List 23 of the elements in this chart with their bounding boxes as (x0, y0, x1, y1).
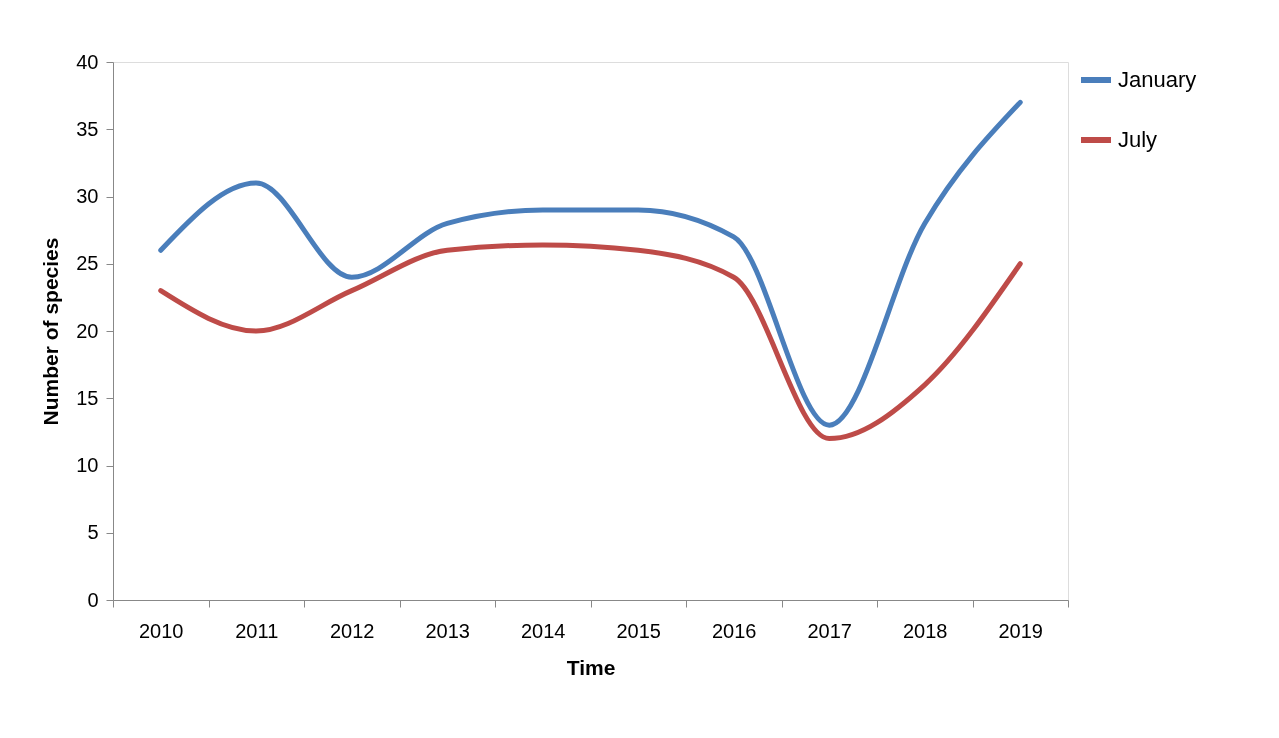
x-tick-label: 2015 (616, 619, 661, 642)
x-tick-label: 2011 (235, 619, 279, 642)
y-tick-label: 35 (76, 117, 99, 140)
y-tick-label: 10 (76, 454, 99, 476)
y-tick-label: 15 (76, 386, 99, 409)
x-tick-label: 2014 (521, 619, 566, 642)
x-axis-title: Time (566, 655, 616, 679)
x-tick-label: 2017 (807, 619, 852, 642)
x-tick-label: 2010 (139, 619, 184, 642)
x-tick-label: 2018 (903, 619, 948, 642)
legend-label: January (1118, 67, 1197, 92)
y-axis-title: Number of species (39, 237, 63, 426)
y-tick-label: 30 (76, 185, 99, 207)
legend-label: July (1118, 127, 1158, 152)
x-tick-label: 2019 (998, 619, 1043, 642)
y-tick-label: 0 (87, 588, 99, 611)
y-tick-label: 40 (76, 50, 99, 73)
x-tick-label: 2016 (712, 619, 757, 642)
y-tick-label: 20 (76, 319, 99, 342)
y-tick-label: 5 (87, 521, 99, 544)
x-tick-label: 2013 (425, 619, 470, 642)
y-tick-label: 25 (76, 252, 99, 275)
x-tick-label: 2012 (330, 619, 375, 642)
